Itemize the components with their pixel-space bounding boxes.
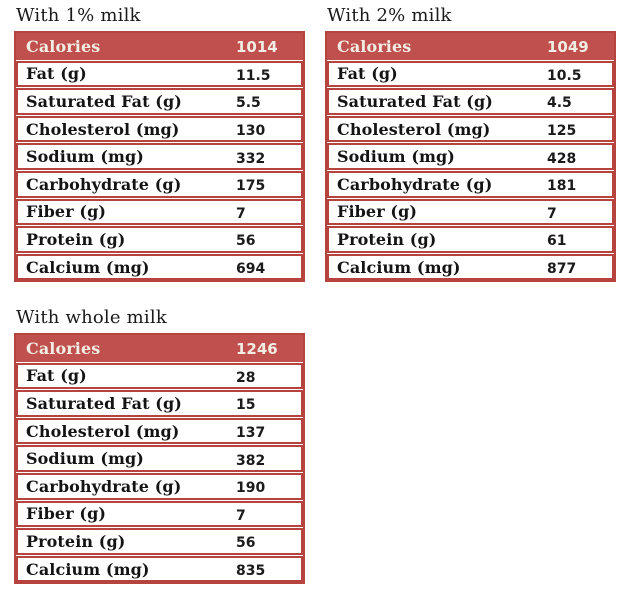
row-label: Carbohydrate (g) [337,174,493,194]
table-row: Fiber (g) 7 [16,500,303,528]
row-label: Protein (g) [26,531,126,551]
nutrition-panel-whole-milk: With whole milk Calories 1246 Fat (g) 28 Sat… [14,307,305,585]
table-row: Cholesterol (mg) 130 [16,115,303,143]
table-row: Carbohydrate (g) 175 [16,170,303,198]
row-label: Fat (g) [26,64,87,84]
row-value: 1049 [547,38,589,57]
row-value: 7 [236,507,246,524]
row-value: 1014 [236,38,278,57]
table-row: Sodium (mg) 332 [16,143,303,170]
row-label: Fiber (g) [337,202,418,222]
row-label: Fiber (g) [26,504,107,524]
table-row: Carbohydrate (g) 181 [327,170,614,198]
table-row: Sodium (mg) 382 [16,445,303,472]
row-label: Protein (g) [337,229,437,249]
row-value: 130 [236,123,266,140]
table-header-row: Calories 1014 [16,33,303,60]
nutrition-table-1pct-milk: Calories 1014 Fat (g) 11.5 Saturated Fat (g)… [14,31,305,283]
row-label: Sodium (mg) [26,147,144,167]
table-row: Calcium (mg) 877 [327,253,614,281]
row-label: Sodium (mg) [26,449,144,469]
row-value: 11.5 [236,67,271,84]
table-row: Saturated Fat (g) 5.5 [16,88,303,115]
nutrition-table-2pct-milk: Calories 1049 Fat (g) 10.5 Saturated Fat (g)… [325,31,616,283]
row-value: 694 [236,261,266,278]
table-row: Protein (g) 56 [16,528,303,555]
nutrition-panel-2pct-milk: With 2% milk Calories 1049 Fat (g) 10.5 Satu… [325,5,616,283]
nutrition-panel-1pct-milk: With 1% milk Calories 1014 Fat (g) 11.5 Satu… [14,5,305,283]
table-header-row: Calories 1049 [327,33,614,60]
row-value: 56 [236,233,256,250]
table-row: Protein (g) 61 [327,226,614,253]
row-label: Calories [26,36,101,56]
table-row: Fat (g) 28 [16,362,303,390]
row-label: Fat (g) [26,366,87,386]
table-row: Calcium (mg) 835 [16,555,303,583]
table-row: Saturated Fat (g) 15 [16,390,303,417]
row-label: Calories [337,36,412,56]
row-label: Cholesterol (mg) [26,421,180,441]
panel-title: With whole milk [16,307,167,328]
row-value: 7 [547,205,557,222]
row-value: 1246 [236,340,278,359]
row-value: 332 [236,150,266,167]
row-value: 56 [236,535,256,552]
row-value: 190 [236,480,266,497]
row-value: 15 [236,397,256,414]
table-row: Saturated Fat (g) 4.5 [327,88,614,115]
table-row: Fat (g) 10.5 [327,60,614,88]
row-value: 61 [547,233,567,250]
table-row: Fiber (g) 7 [16,198,303,226]
row-label: Carbohydrate (g) [26,174,182,194]
row-label: Cholesterol (mg) [337,119,491,139]
table-row: Carbohydrate (g) 190 [16,472,303,500]
table-row: Cholesterol (mg) 125 [327,115,614,143]
row-label: Cholesterol (mg) [26,119,180,139]
row-value: 10.5 [547,67,582,84]
row-value: 125 [547,123,577,140]
row-label: Sodium (mg) [337,147,455,167]
row-value: 4.5 [547,95,572,112]
row-value: 428 [547,150,577,167]
row-value: 175 [236,178,266,195]
row-value: 28 [236,369,256,386]
row-label: Calories [26,338,101,358]
nutrition-table-whole-milk: Calories 1246 Fat (g) 28 Saturated Fat (g) 15… [14,333,305,585]
row-value: 181 [547,178,577,195]
table-row: Fiber (g) 7 [327,198,614,226]
row-label: Calcium (mg) [26,559,150,579]
table-row: Cholesterol (mg) 137 [16,417,303,445]
table-row: Protein (g) 56 [16,226,303,253]
row-label: Saturated Fat (g) [26,393,182,413]
row-value: 137 [236,425,266,442]
row-label: Carbohydrate (g) [26,476,182,496]
row-label: Protein (g) [26,229,126,249]
row-value: 5.5 [236,95,261,112]
row-value: 877 [547,261,577,278]
table-row: Sodium (mg) 428 [327,143,614,170]
panel-title: With 1% milk [16,5,141,26]
row-value: 382 [236,452,266,469]
row-label: Saturated Fat (g) [337,91,493,111]
row-label: Calcium (mg) [337,257,461,277]
row-label: Fat (g) [337,64,398,84]
row-value: 7 [236,205,246,222]
panel-title: With 2% milk [327,5,452,26]
table-row: Fat (g) 11.5 [16,60,303,88]
row-label: Saturated Fat (g) [26,91,182,111]
table-header-row: Calories 1246 [16,335,303,362]
row-value: 835 [236,563,266,580]
row-label: Calcium (mg) [26,257,150,277]
table-row: Calcium (mg) 694 [16,253,303,281]
row-label: Fiber (g) [26,202,107,222]
